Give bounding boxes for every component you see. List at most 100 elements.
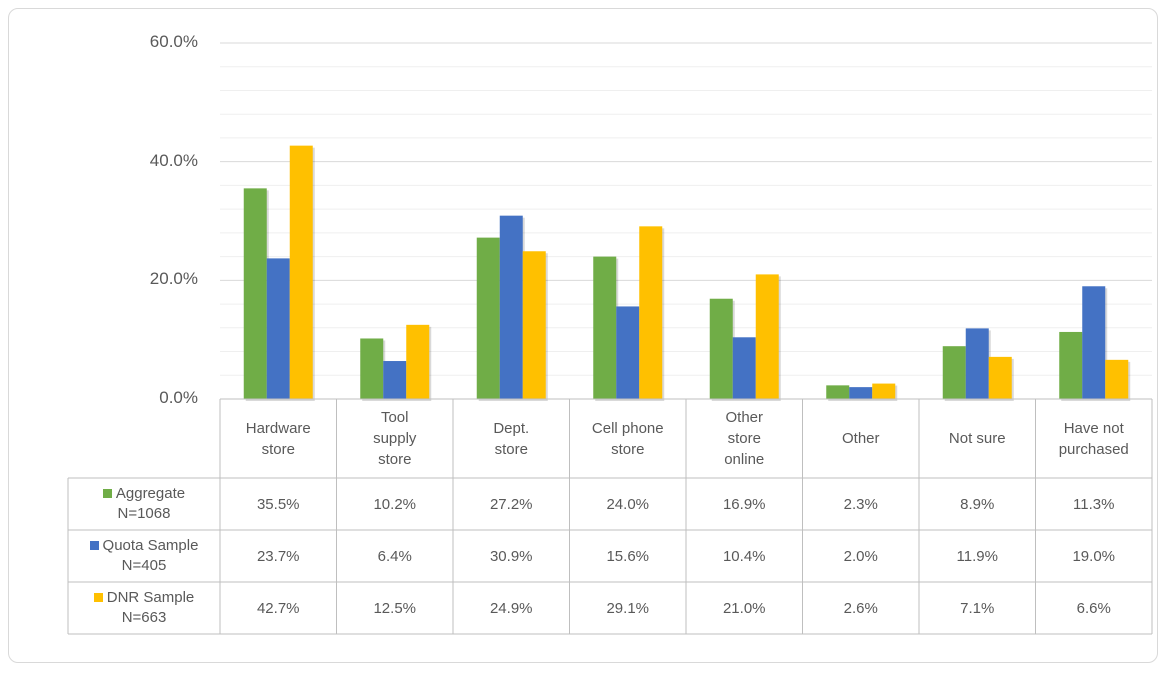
category-label-text: Have not purchased [1058, 419, 1129, 458]
bar [243, 188, 267, 399]
table-value: 7.1% [919, 582, 1036, 634]
bar [476, 237, 500, 399]
table-value-text: 7.1% [960, 599, 995, 617]
legend-entry: DNR Sample N=663 [68, 582, 220, 634]
table-value: 12.5% [337, 582, 454, 634]
table-value: 19.0% [1036, 530, 1153, 582]
legend-swatch [89, 541, 99, 550]
y-tick-label-text: 60.0% [149, 32, 198, 51]
bar [383, 361, 407, 399]
category-label: Other store online [686, 399, 803, 478]
category-label-text: Dept. store [493, 419, 530, 458]
bar [639, 226, 663, 399]
category-label: Tool supply store [337, 399, 454, 478]
bar [942, 346, 966, 399]
bar [732, 337, 756, 399]
table-value: 30.9% [453, 530, 570, 582]
category-label: Dept. store [453, 399, 570, 478]
table-value: 8.9% [919, 478, 1036, 530]
bar [360, 338, 384, 399]
y-tick-label: 40.0% [78, 151, 198, 171]
category-label-text: Hardware store [245, 419, 311, 458]
table-value: 6.4% [337, 530, 454, 582]
bar [709, 298, 733, 399]
y-tick-label: 0.0% [78, 388, 198, 408]
bar [849, 387, 873, 399]
table-value: 11.9% [919, 530, 1036, 582]
bar [872, 383, 896, 399]
table-value-text: 10.2% [373, 495, 417, 513]
table-value: 2.0% [803, 530, 920, 582]
y-tick-label-text: 40.0% [149, 150, 198, 170]
table-value: 23.7% [220, 530, 337, 582]
table-value-text: 35.5% [256, 495, 300, 513]
legend-entry-text: Quota Sample N=405 [89, 536, 198, 576]
category-label-text: Not sure [948, 430, 1006, 447]
bar [826, 385, 850, 399]
legend-entry: Quota Sample N=405 [68, 530, 220, 582]
bar [965, 328, 989, 399]
table-value: 2.6% [803, 582, 920, 634]
table-value-text: 24.0% [606, 495, 650, 513]
table-value-text: 21.0% [722, 599, 766, 617]
table-value-text: 15.6% [606, 547, 650, 565]
table-value-text: 27.2% [489, 495, 533, 513]
bar [1082, 286, 1106, 399]
table-value: 29.1% [570, 582, 687, 634]
y-tick-label: 60.0% [78, 32, 198, 52]
legend-swatch [102, 489, 112, 498]
table-value-text: 29.1% [606, 599, 650, 617]
category-label: Hardware store [220, 399, 337, 478]
table-value: 42.7% [220, 582, 337, 634]
legend-entry-text: DNR Sample N=663 [93, 588, 194, 628]
bar [266, 258, 290, 399]
table-value-text: 10.4% [722, 547, 766, 565]
y-tick-label: 20.0% [78, 269, 198, 289]
table-value: 6.6% [1036, 582, 1153, 634]
table-value-text: 11.9% [956, 547, 998, 565]
table-value-text: 6.6% [1076, 599, 1111, 617]
category-label: Cell phone store [570, 399, 687, 478]
table-value-text: 23.7% [256, 547, 300, 565]
table-value-text: 8.9% [960, 495, 995, 513]
bar [616, 306, 640, 399]
bar [522, 251, 546, 399]
table-value-text: 2.3% [843, 495, 878, 513]
category-label-text: Other [841, 430, 880, 447]
category-label: Have not purchased [1036, 399, 1153, 478]
table-value: 10.4% [686, 530, 803, 582]
table-value-text: 19.0% [1072, 547, 1116, 565]
bar [755, 274, 779, 399]
category-label-text: Cell phone store [591, 419, 664, 458]
y-tick-label-text: 0.0% [159, 388, 198, 407]
table-value-text: 16.9% [722, 495, 766, 513]
chart-frame [8, 8, 1158, 663]
category-label: Other [803, 399, 920, 478]
bar [593, 256, 617, 399]
legend-entry: Aggregate N=1068 [68, 478, 220, 530]
bar [1105, 359, 1129, 399]
table-value: 16.9% [686, 478, 803, 530]
category-label-text: Tool supply store [373, 409, 417, 468]
table-value: 15.6% [570, 530, 687, 582]
table-value: 35.5% [220, 478, 337, 530]
table-value: 24.9% [453, 582, 570, 634]
bar [1059, 331, 1083, 399]
table-value-text: 30.9% [489, 547, 533, 565]
table-value-text: 42.7% [256, 599, 300, 617]
table-value-text: 11.3% [1073, 495, 1115, 513]
y-tick-label-text: 20.0% [149, 269, 198, 289]
table-value: 21.0% [686, 582, 803, 634]
category-label: Not sure [919, 399, 1036, 478]
legend-swatch [93, 593, 103, 602]
table-value-text: 24.9% [489, 599, 533, 617]
table-value: 11.3% [1036, 478, 1153, 530]
table-value: 24.0% [570, 478, 687, 530]
table-value: 10.2% [337, 478, 454, 530]
bar [406, 324, 430, 399]
table-value: 2.3% [803, 478, 920, 530]
bar [499, 215, 523, 399]
table-value-text: 2.0% [843, 547, 878, 565]
